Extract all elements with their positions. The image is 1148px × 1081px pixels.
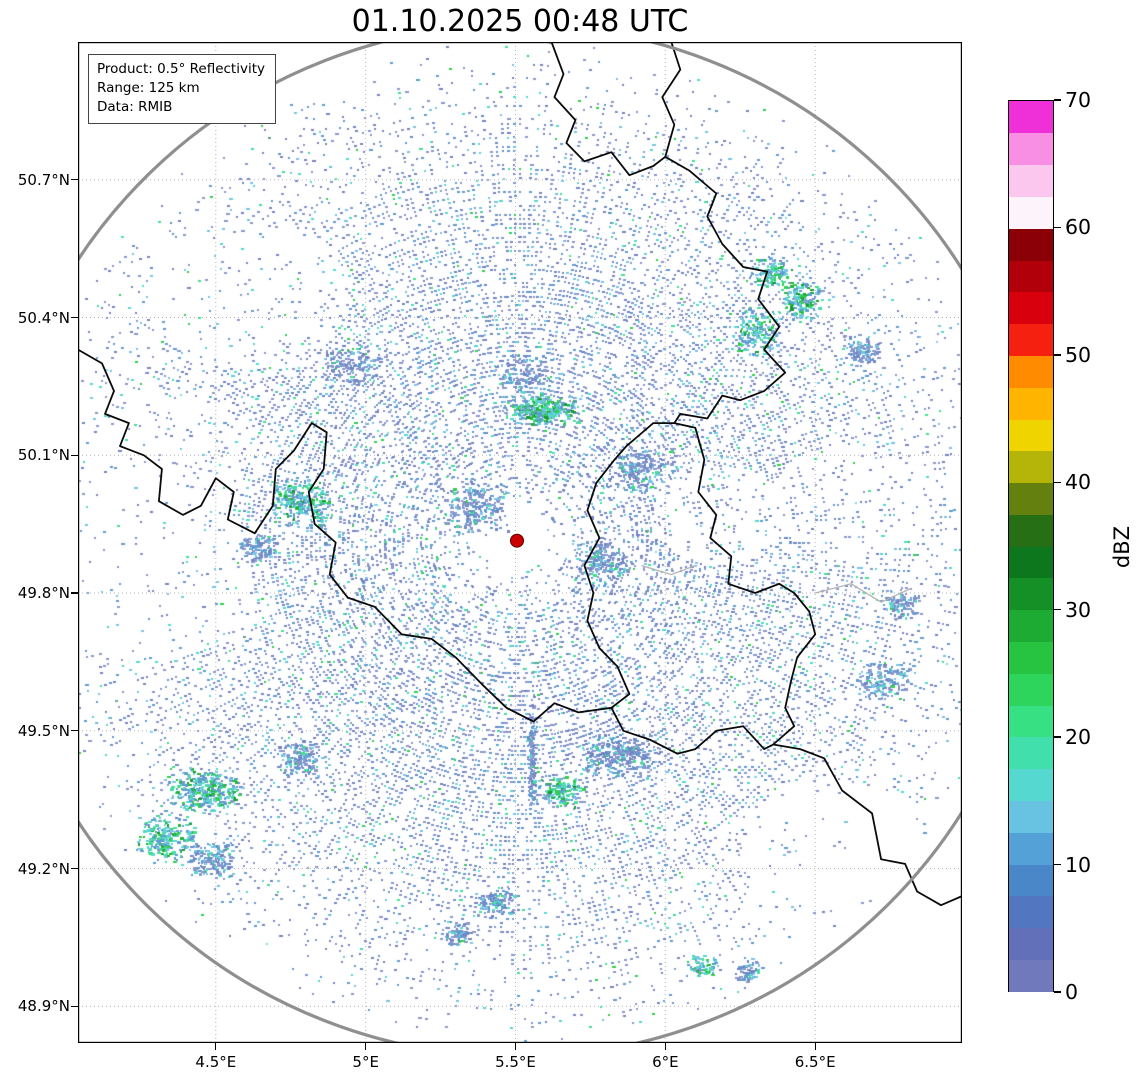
colorbar-tick-label: 40: [1065, 470, 1092, 495]
radar-site-dot: [510, 533, 524, 548]
colorbar-segment: [1009, 736, 1053, 770]
country-border: [661, 42, 682, 158]
colorbar-segment: [1009, 259, 1053, 293]
colorbar-segment: [1009, 387, 1053, 420]
country-border: [772, 743, 962, 907]
colorbar-tick-mark: [1054, 609, 1061, 611]
colorbar-segment: [1009, 609, 1053, 643]
country-border: [583, 422, 676, 709]
radar-map: Product: 0.5° Reflectivity Range: 125 km…: [78, 42, 962, 1043]
colorbar-segment: [1009, 196, 1053, 229]
x-tick-label: 5.5°E: [495, 1053, 536, 1071]
y-tick-mark: [71, 1005, 78, 1007]
colorbar-segment: [1009, 895, 1053, 929]
product-info-box: Product: 0.5° Reflectivity Range: 125 km…: [88, 54, 276, 125]
x-tick-label: 6.5°E: [794, 1053, 836, 1071]
y-tick-label: 49.5°N: [17, 721, 70, 740]
colorbar-tick-label: 30: [1065, 597, 1092, 622]
colorbar-segment: [1009, 959, 1053, 992]
colorbar-segment: [1009, 673, 1053, 706]
y-tick-label: 49.8°N: [17, 584, 70, 602]
colorbar-segment: [1009, 832, 1053, 865]
y-tick-mark: [71, 179, 78, 181]
x-tick-mark: [514, 1043, 517, 1050]
colorbar-segment: [1009, 927, 1053, 960]
country-border: [610, 706, 775, 755]
y-tick-mark: [71, 454, 78, 456]
colorbar-tick-mark: [1054, 863, 1061, 866]
colorbar-tick-label: 20: [1065, 725, 1092, 750]
colorbar-segment: [1009, 704, 1053, 738]
range-line: Range: 125 km: [97, 80, 200, 97]
x-tick-mark: [664, 1043, 666, 1050]
y-tick-label: 48.9°N: [17, 997, 70, 1016]
plot-frame: [78, 42, 962, 1043]
country-border: [78, 348, 613, 723]
x-tick-mark: [814, 1043, 816, 1050]
y-tick-mark: [71, 316, 78, 319]
x-tick-mark: [215, 1043, 217, 1050]
x-tick-label: 4.5°E: [195, 1053, 237, 1071]
colorbar-segment: [1009, 768, 1053, 801]
y-tick-mark: [71, 730, 78, 732]
colorbar-segment: [1009, 291, 1053, 325]
colorbar: [1008, 100, 1054, 992]
colorbar-tick-mark: [1054, 736, 1061, 738]
country-border: [550, 42, 667, 177]
y-tick-label: 50.4°N: [17, 308, 70, 327]
colorbar-segment: [1009, 514, 1053, 547]
data-source-line: Data: RMIB: [97, 99, 173, 116]
y-tick-mark: [71, 867, 78, 870]
colorbar-segment: [1009, 323, 1053, 356]
x-tick-label: 5°E: [352, 1053, 379, 1071]
colorbar-tick-mark: [1054, 481, 1061, 483]
colorbar-tick-label: 50: [1065, 342, 1092, 367]
minor-border: [641, 564, 696, 576]
colorbar-tick-label: 60: [1065, 215, 1092, 240]
colorbar-segment: [1009, 546, 1053, 579]
country-border: [673, 422, 817, 746]
minor-border: [815, 583, 912, 603]
y-tick-label: 49.2°N: [17, 859, 70, 878]
colorbar-tick-mark: [1054, 354, 1061, 356]
colorbar-segment: [1009, 355, 1053, 388]
map-border-layer: [78, 42, 962, 1043]
colorbar-segment: [1009, 641, 1053, 674]
y-tick-mark: [71, 592, 78, 594]
colorbar-tick-label: 0: [1065, 980, 1079, 1004]
colorbar-segment: [1009, 132, 1053, 166]
colorbar-segment: [1009, 418, 1053, 452]
x-tick-label: 6°E: [652, 1053, 679, 1071]
country-border: [664, 155, 787, 425]
colorbar-segment: [1009, 863, 1053, 897]
y-tick-label: 50.7°N: [17, 170, 70, 189]
colorbar-tick-label: 70: [1065, 88, 1092, 112]
colorbar-tick-mark: [1054, 99, 1061, 101]
colorbar-segment: [1009, 800, 1053, 833]
colorbar-tick-mark: [1054, 226, 1061, 229]
colorbar-segment: [1009, 164, 1053, 198]
colorbar-segment: [1009, 101, 1053, 134]
colorbar-segment: [1009, 577, 1053, 611]
colorbar-label: dBZ: [1110, 525, 1134, 569]
figure-title: 01.10.2025 00:48 UTC: [351, 4, 689, 39]
colorbar-segment: [1009, 450, 1053, 484]
colorbar-segment: [1009, 228, 1053, 261]
y-tick-label: 50.1°N: [17, 446, 70, 465]
x-tick-mark: [365, 1043, 367, 1050]
product-line: Product: 0.5° Reflectivity: [97, 61, 265, 77]
colorbar-tick-label: 10: [1065, 852, 1092, 877]
colorbar-segment: [1009, 482, 1053, 515]
colorbar-tick-mark: [1054, 991, 1061, 993]
